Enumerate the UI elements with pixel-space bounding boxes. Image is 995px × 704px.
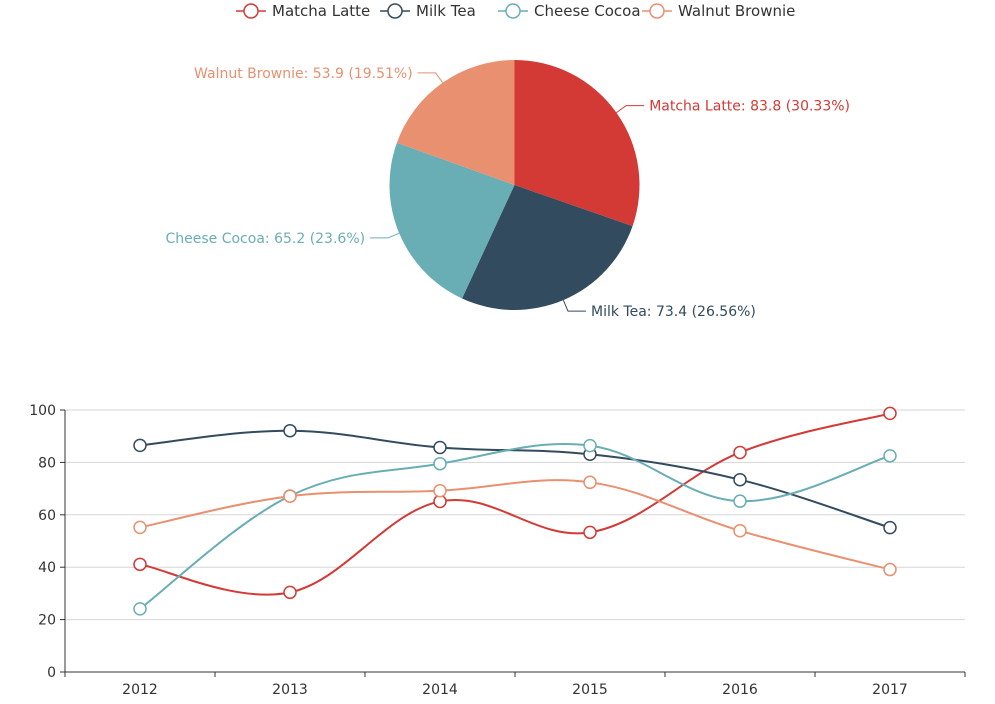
series-milk-tea <box>133 423 897 535</box>
legend-label: Cheese Cocoa <box>534 2 641 20</box>
data-point-cheese-cocoa-2012[interactable] <box>133 602 147 616</box>
x-tick-label: 2016 <box>722 682 758 698</box>
data-point-matcha-latte-2013[interactable] <box>283 585 297 600</box>
series-cheese-cocoa <box>133 438 897 616</box>
data-point-cheese-cocoa-2017[interactable] <box>883 449 897 463</box>
data-point-walnut-brownie-2012[interactable] <box>133 520 147 535</box>
pie-slice-cheese-cocoa[interactable] <box>389 142 515 299</box>
legend-label: Walnut Brownie <box>678 2 795 20</box>
data-point-walnut-brownie-2017[interactable] <box>883 562 897 577</box>
data-point-milk-tea-2014[interactable] <box>433 440 447 455</box>
x-tick-label: 2014 <box>422 682 458 698</box>
data-point-walnut-brownie-2013[interactable] <box>283 489 297 503</box>
data-point-milk-tea-2012[interactable] <box>133 438 147 453</box>
pie-slice-matcha-latte[interactable] <box>514 60 640 227</box>
x-tick-label: 2013 <box>272 682 308 698</box>
data-point-cheese-cocoa-2014[interactable] <box>433 456 447 471</box>
pie-label-cheese-cocoa: Cheese Cocoa: 65.2 (23.6%) <box>165 231 365 247</box>
pie-chart: Matcha Latte: 83.8 (30.33%) Milk Tea: 73.… <box>165 60 850 320</box>
x-tick-label: 2012 <box>122 682 158 698</box>
data-point-milk-tea-2017[interactable] <box>883 520 897 535</box>
legend: Matcha Latte Milk Tea Cheese Cocoa Walnut B… <box>236 2 795 20</box>
y-tick-label: 80 <box>38 455 56 471</box>
data-point-walnut-brownie-2016[interactable] <box>733 524 747 538</box>
pie-slice-walnut-brownie[interactable] <box>396 60 515 185</box>
legend-marker-icon <box>243 3 259 19</box>
data-point-cheese-cocoa-2015[interactable] <box>583 438 597 453</box>
data-point-cheese-cocoa-2016[interactable] <box>733 494 747 508</box>
y-tick-label: 20 <box>38 613 56 629</box>
y-tick-label: 40 <box>38 560 56 576</box>
pie-label-line <box>370 232 400 239</box>
series-line-cheese-cocoa <box>139 443 891 610</box>
line-chart-series <box>133 406 897 616</box>
data-point-walnut-brownie-2015[interactable] <box>583 475 597 490</box>
legend-marker-icon <box>387 3 403 19</box>
x-tick-label: 2015 <box>572 682 608 698</box>
pie-label-line <box>562 299 586 312</box>
legend-item-walnut-brownie[interactable]: Walnut Brownie <box>642 2 795 20</box>
legend-item-milk-tea[interactable]: Milk Tea <box>380 2 476 20</box>
series-walnut-brownie <box>133 475 897 577</box>
pie-label-matcha-latte: Matcha Latte: 83.8 (30.33%) <box>649 99 850 115</box>
pie-label-milk-tea: Milk Tea: 73.4 (26.56%) <box>591 304 756 320</box>
legend-marker-icon <box>649 3 665 19</box>
data-point-matcha-latte-2017[interactable] <box>883 406 897 421</box>
legend-label: Matcha Latte <box>272 2 370 20</box>
legend-item-matcha-latte[interactable]: Matcha Latte <box>236 2 370 20</box>
line-chart-grid <box>65 409 965 621</box>
series-line-walnut-brownie <box>139 479 891 571</box>
y-tick-label: 0 <box>47 665 56 681</box>
line-chart-axes: 0 20 40 60 80 100 2012 2013 2014 2015 2016 2017 <box>29 403 966 698</box>
x-tick-label: 2017 <box>872 682 908 698</box>
data-point-walnut-brownie-2014[interactable] <box>433 483 447 498</box>
pie-label-walnut-brownie: Walnut Brownie: 53.9 (19.51%) <box>194 66 413 82</box>
legend-label: Milk Tea <box>416 2 476 20</box>
series-line-matcha-latte <box>139 412 891 596</box>
data-point-milk-tea-2013[interactable] <box>283 423 297 438</box>
data-point-matcha-latte-2016[interactable] <box>733 445 747 460</box>
data-point-matcha-latte-2015[interactable] <box>583 525 597 540</box>
y-tick-label: 60 <box>38 508 56 524</box>
pie-label-line <box>417 72 444 83</box>
data-point-milk-tea-2016[interactable] <box>733 472 747 487</box>
y-tick-label: 100 <box>29 403 56 419</box>
legend-item-cheese-cocoa[interactable]: Cheese Cocoa <box>498 2 641 20</box>
legend-marker-icon <box>505 3 521 19</box>
pie-slice-milk-tea[interactable] <box>462 185 633 310</box>
series-line-milk-tea <box>139 429 891 529</box>
data-point-matcha-latte-2012[interactable] <box>133 557 147 572</box>
pie-label-line <box>616 105 645 114</box>
